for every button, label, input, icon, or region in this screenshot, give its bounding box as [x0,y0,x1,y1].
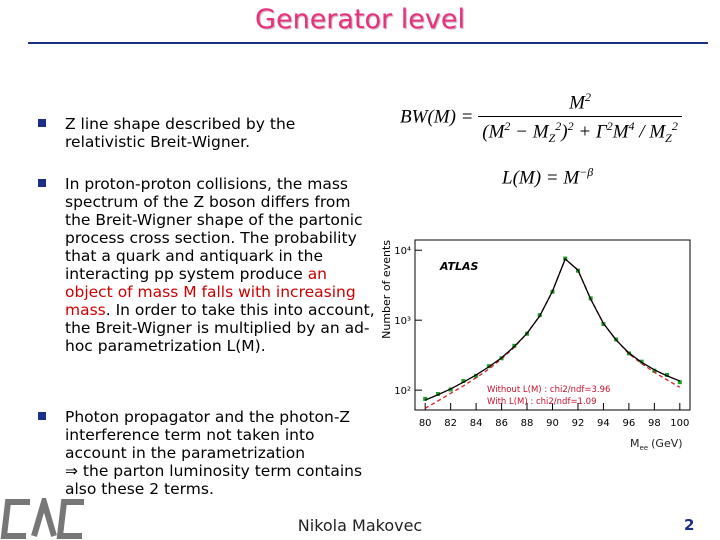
data-point [474,373,479,378]
data-point [461,379,466,384]
text-run: − M [510,121,549,143]
x-axis-label-subscript: ee [640,444,649,452]
x-tick-label: 98 [648,418,661,429]
logo [0,498,84,539]
text-run: In proton-proton collisions, the mass sp… [65,175,363,283]
x-tick-label: 82 [444,418,457,429]
y-tick-label: 10² [394,386,411,397]
text-run: ) [561,121,568,143]
x-tick-label: 90 [546,418,559,429]
formula: BW(M) = M2 (M2 − MZ2)2 + Γ2M4 / MZ2 [400,90,682,146]
y-tick-label: 10⁴ [394,246,411,257]
data-point [652,368,657,373]
x-axis-label-unit: (GeV) [651,437,682,450]
data-point [665,372,670,377]
x-tick-label: 96 [623,418,636,429]
x-tick-label: 94 [597,418,610,429]
x-tick-label: 80 [419,418,432,429]
slide-title: Generator level [255,4,465,35]
chart: 10² 10³ 10⁴ 80 82 84 86 88 90 92 94 96 98 100 Number o… [380,239,691,452]
x-axis-label-symbol: M [630,437,640,450]
legend-entry: Without L(M) : chi2/ndf=3.96 [487,385,610,395]
footer-author: Nikola Makovec [297,516,423,535]
bullet: Z line shape described by the relativist… [38,115,378,151]
text-run: Photon propagator and the photon-Z inter… [65,408,351,462]
page-number: 2 [684,516,695,534]
superscript: 4 [628,119,635,134]
superscript: 2 [567,119,574,134]
subscript: Z [548,131,556,146]
y-axis-label: Number of events [380,240,393,339]
text-run: Z line shape described by the relativist… [65,115,296,151]
x-tick-label: 100 [670,418,689,429]
data-point [677,380,682,385]
x-tick-label: 86 [495,418,508,429]
annotation: ATLAS [439,260,478,273]
text-run: . In order to take this into account, th… [65,301,375,355]
text-run: M [569,92,585,114]
y-tick-label: 10³ [394,316,411,327]
text-run: (M [482,121,505,143]
text-run: M [612,121,629,143]
superscript: 2 [555,119,562,134]
bullet: In proton-proton collisions, the mass sp… [38,175,378,355]
legend-entry: With L(M) : chi2/ndf=1.09 [487,397,597,407]
formula: L(M) = M−β [502,165,593,189]
x-tick-label: 88 [521,418,534,429]
text-run: an object of mass M falls with increasin… [65,265,356,319]
superscript: 2 [584,90,591,104]
text-run: BW [400,106,428,128]
x-tick-label: 92 [572,418,585,429]
superscript: 2 [671,119,678,134]
title-rule [28,42,708,44]
text-run: (M) = [427,106,474,128]
subscript: Z [665,131,672,146]
data-point [423,396,428,401]
fit-line [424,257,681,401]
x-axis-label: Mee (GeV) [630,437,683,452]
bullet: Photon propagator and the photon-Z inter… [38,408,378,498]
x-tick-label: 84 [470,418,483,429]
text-run: ⇒ the parton luminosity term contains al… [65,462,363,498]
superscript: 2 [606,119,613,134]
superscript: 2 [504,119,511,134]
superscript: −β [579,165,594,179]
text-run: / M [634,121,666,143]
text-run: L(M) = M [502,167,580,189]
text-run: + Γ [573,121,607,143]
